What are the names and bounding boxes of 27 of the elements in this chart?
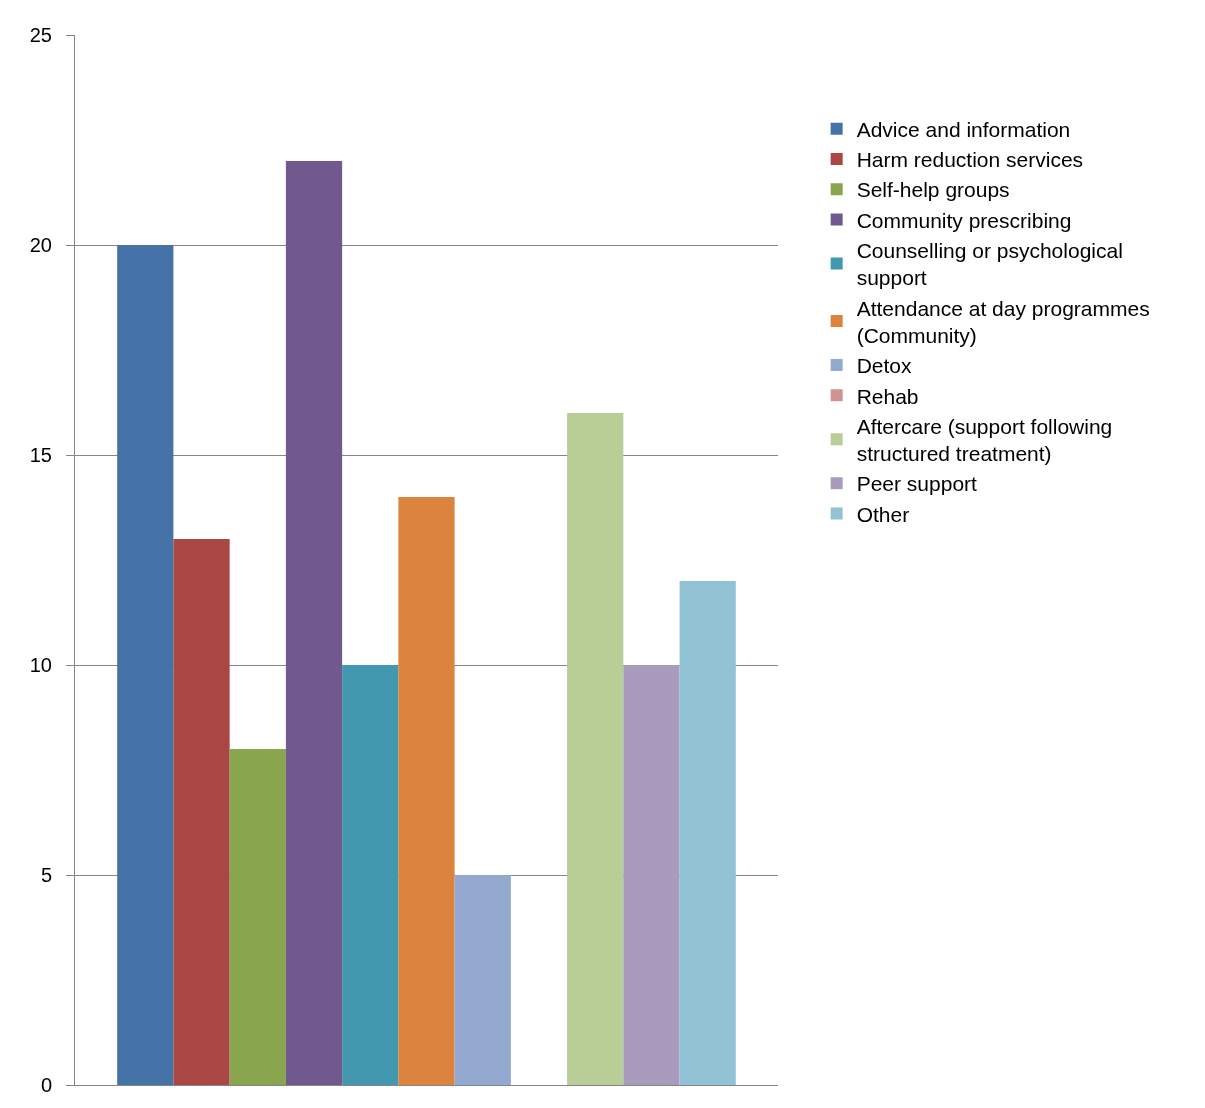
y-tick-label: 20 [29,234,52,256]
bar [285,161,343,1085]
legend-label: Aftercare (support following structured treatment) [856,414,1113,466]
y-tick-label: 0 [40,1074,52,1096]
bar [454,875,511,1085]
y-tick-label: 15 [29,444,52,466]
y-tick-label: 5 [40,864,52,886]
bar [117,245,174,1085]
legend-label: Counselling or psychological support [856,239,1123,290]
legend-label: Harm reduction services [856,148,1084,172]
legend-label: Peer support [856,472,978,496]
bar [342,665,399,1085]
bar [679,581,736,1085]
legend-label: Self-help groups [856,178,1010,202]
bar [567,413,624,1085]
bar [229,749,286,1085]
legend-label: Community prescribing [856,208,1072,232]
legend-label: Attendance at day programmes (Community) [856,296,1150,347]
bar [398,497,455,1085]
bar [623,665,680,1085]
y-tick-label: 10 [29,654,52,676]
legend-label: Rehab [856,384,919,408]
legend-label: Detox [856,354,913,378]
bar [173,539,230,1085]
legend-label: Advice and information [856,117,1071,141]
y-tick-label: 25 [29,24,52,46]
legend-label: Other [856,502,910,526]
